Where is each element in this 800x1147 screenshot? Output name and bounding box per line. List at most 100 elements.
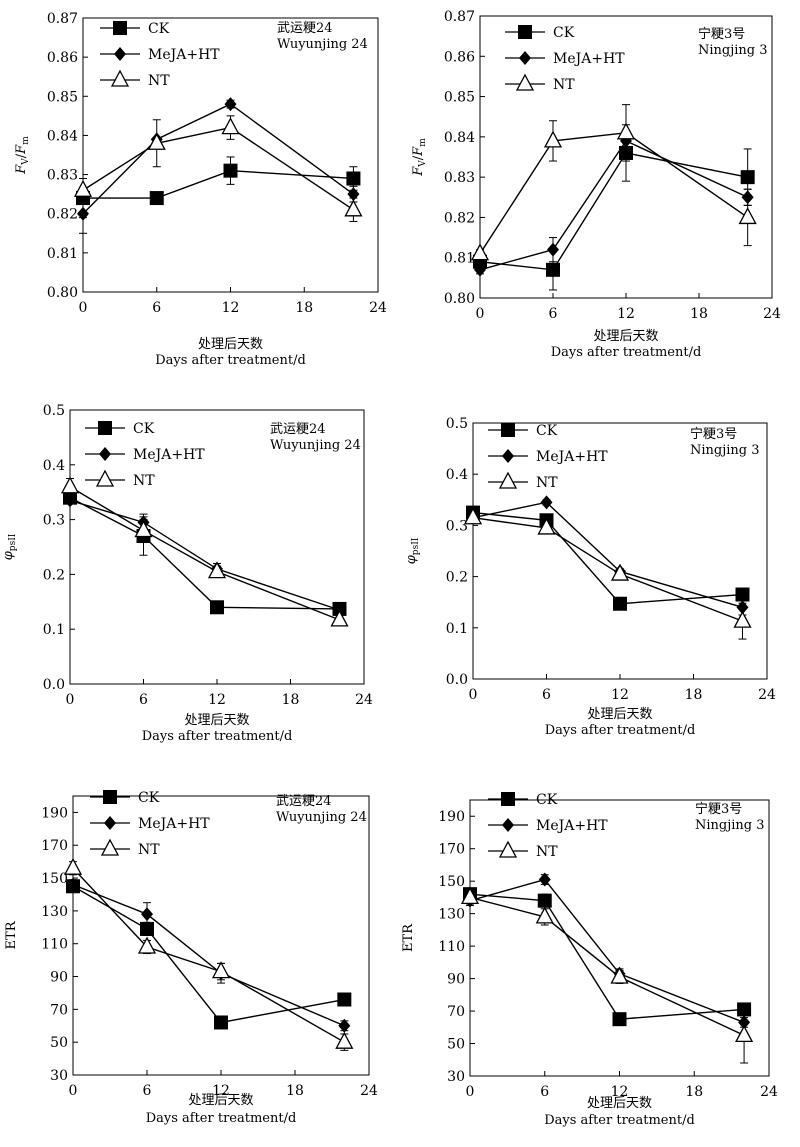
x-tick-label: 24: [760, 1084, 778, 1100]
legend-marker: [98, 421, 112, 435]
data-point: [137, 936, 157, 954]
data-point: [733, 610, 752, 628]
y-tick-label: 0.85: [444, 90, 475, 106]
series-line: [72, 885, 345, 1024]
y-tick-label: 190: [41, 805, 68, 821]
x-tick-label: 18: [685, 1084, 703, 1100]
data-point: [210, 600, 224, 615]
data-point: [537, 517, 556, 535]
y-axis-label: ETR: [4, 920, 19, 949]
data-point: [134, 520, 153, 538]
y-tick-label: 170: [41, 838, 68, 854]
x-tick-label: 24: [355, 692, 373, 708]
x-axis-label-en: Days after treatment/d: [146, 1111, 297, 1126]
x-tick-label: 6: [540, 1084, 549, 1100]
x-axis-label-cn: 处理后天数: [587, 1096, 652, 1111]
legend-marker: [95, 469, 115, 487]
legend-label: NT: [148, 73, 170, 89]
series-line: [472, 511, 743, 605]
x-axis-label-cn: 处理后天数: [188, 1093, 253, 1108]
data-point: [474, 262, 486, 277]
variety-label-cn: 武运粳24: [276, 794, 332, 809]
x-axis-label-en: Days after treatment/d: [545, 723, 696, 738]
y-tick-label: 0.2: [446, 570, 468, 586]
data-point: [338, 1018, 351, 1033]
y-tick-label: 0.82: [444, 210, 475, 226]
y-tick-label: 70: [447, 1004, 465, 1020]
series-line: [472, 501, 743, 608]
series-line: [469, 878, 745, 1024]
data-point: [460, 887, 480, 905]
legend-marker: [515, 73, 535, 91]
y-tick-label: 0.82: [47, 207, 78, 223]
plot-frame: [469, 799, 770, 1077]
data-point: [735, 1025, 754, 1043]
legend-label: CK: [553, 25, 575, 41]
y-tick-label: 70: [50, 1002, 68, 1018]
data-point: [540, 495, 553, 510]
variety-label-cn: 宁粳3号: [695, 801, 742, 817]
y-tick-label: 130: [41, 904, 68, 920]
series-line: [69, 497, 340, 610]
y-tick-label: 110: [41, 937, 68, 953]
variety-label-en: Ningjing 3: [690, 443, 760, 458]
data-point: [616, 122, 636, 140]
data-point: [63, 857, 83, 875]
chart-svg: 0.80 0.81 0.82 0.83 0.84 0.85 0.86 0.87 0 6 12 18 24…: [411, 9, 781, 360]
data-point: [613, 596, 627, 611]
y-tick-label: 150: [41, 871, 68, 887]
y-tick-label: 50: [50, 1035, 68, 1051]
series-line: [72, 867, 345, 1043]
y-tick-label: 0.5: [43, 403, 65, 419]
y-tick-label: 130: [438, 907, 465, 923]
chart-fvfm-ningjing: 0.80 0.81 0.82 0.83 0.84 0.85 0.86 0.87 0 6 12 18 24…: [400, 0, 800, 370]
variety-label-cn: 宁粳3号: [690, 426, 737, 442]
chart-svg: 30 50 70 90 110 130 150 170 190 0 6 12 18 24 处理后天数 Days…: [401, 792, 778, 1128]
y-tick-label: 0.3: [43, 513, 65, 529]
series-line: [469, 896, 745, 1037]
x-tick-label: 12: [212, 1083, 230, 1099]
legend-label: CK: [536, 792, 558, 808]
data-point: [344, 199, 363, 217]
series-line: [69, 499, 340, 611]
y-tick-label: 0.0: [43, 677, 65, 693]
x-axis-label-cn: 处理后天数: [198, 337, 263, 352]
x-tick-label: 12: [611, 687, 629, 703]
y-tick-label: 0.84: [444, 130, 475, 146]
x-tick-label: 0: [476, 306, 485, 322]
y-tick-label: 30: [447, 1069, 465, 1085]
series-line: [83, 169, 354, 199]
legend-marker: [104, 816, 116, 830]
data-point: [740, 170, 755, 185]
data-point: [546, 262, 560, 277]
y-axis-label: FV/Fm: [14, 136, 31, 175]
x-tick-label: 0: [469, 687, 478, 703]
data-point: [610, 563, 630, 581]
variety-label-cn: 宁粳3号: [698, 26, 745, 42]
x-tick-label: 0: [69, 1083, 78, 1099]
series-line: [72, 883, 345, 1027]
chart-fvfm-wuyunjing: 0.80 0.81 0.82 0.83 0.84 0.85 0.86 0.87 0 6 12 18 24…: [0, 0, 395, 370]
plot-frame: [82, 17, 379, 293]
variety-label-cn: 武运粳24: [270, 422, 326, 437]
x-tick-label: 24: [369, 300, 387, 316]
series-line: [82, 103, 354, 215]
series-line: [479, 139, 748, 271]
y-tick-label: 0.3: [446, 518, 468, 534]
variety-label-cn: 武运粳24: [277, 21, 333, 36]
chart-svg: 30 50 70 90 110 130 150 170 190 0 6 12 18 24 处理后天数 Days…: [4, 790, 378, 1126]
y-tick-label: 0.80: [444, 291, 475, 307]
plot-frame: [472, 422, 768, 680]
data-point: [77, 206, 89, 221]
legend-marker: [114, 47, 126, 61]
x-tick-label: 18: [286, 1083, 304, 1099]
x-tick-label: 12: [617, 306, 635, 322]
x-tick-label: 0: [66, 692, 75, 708]
data-point: [211, 961, 231, 979]
x-tick-label: 6: [549, 306, 558, 322]
legend-label: CK: [133, 421, 155, 437]
series-line: [469, 893, 745, 1020]
data-point: [330, 609, 349, 627]
x-tick-label: 12: [611, 1084, 629, 1100]
